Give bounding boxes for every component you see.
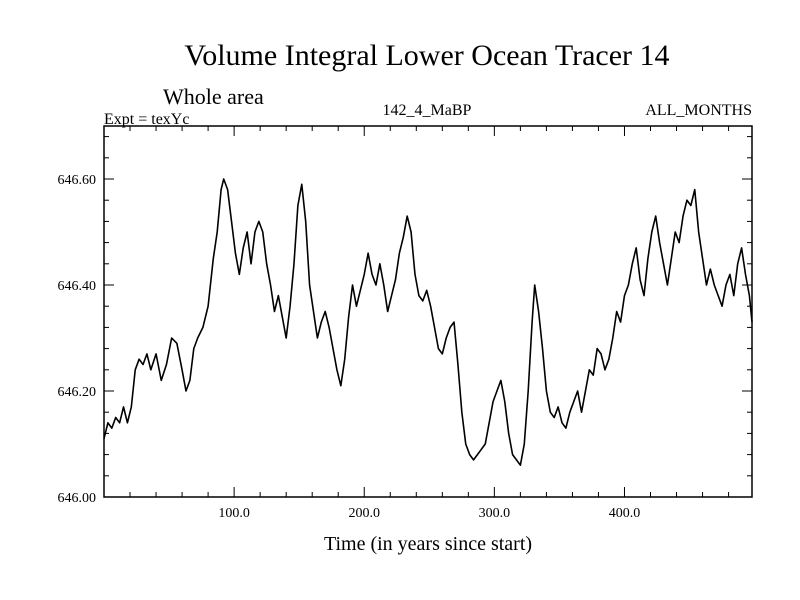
y-tick-label: 646.40 [58,279,97,294]
plot-area: 100.0 200.0 300.0 400.0 646.00 646.20 646.40 64… [58,125,753,521]
x-axis-label: Time (in years since start) [324,533,532,555]
x-tick-label: 100.0 [218,506,250,521]
y-tick-label: 646.60 [58,173,97,188]
period-label: ALL_MONTHS [645,102,752,119]
plot-frame [103,125,753,498]
y-tick-label: 646.20 [58,385,97,400]
chart-subtitle: Whole area [163,84,264,109]
x-tick-label: 400.0 [609,506,641,521]
chart-title: Volume Integral Lower Ocean Tracer 14 [184,39,669,72]
x-tick-label: 200.0 [348,506,380,521]
experiment-label: Expt = texYc [104,111,189,128]
run-id-label: 142_4_MaBP [383,102,472,119]
x-tick-label: 300.0 [479,506,511,521]
series-line-0 [103,178,753,466]
y-tick-label: 646.00 [58,491,97,506]
